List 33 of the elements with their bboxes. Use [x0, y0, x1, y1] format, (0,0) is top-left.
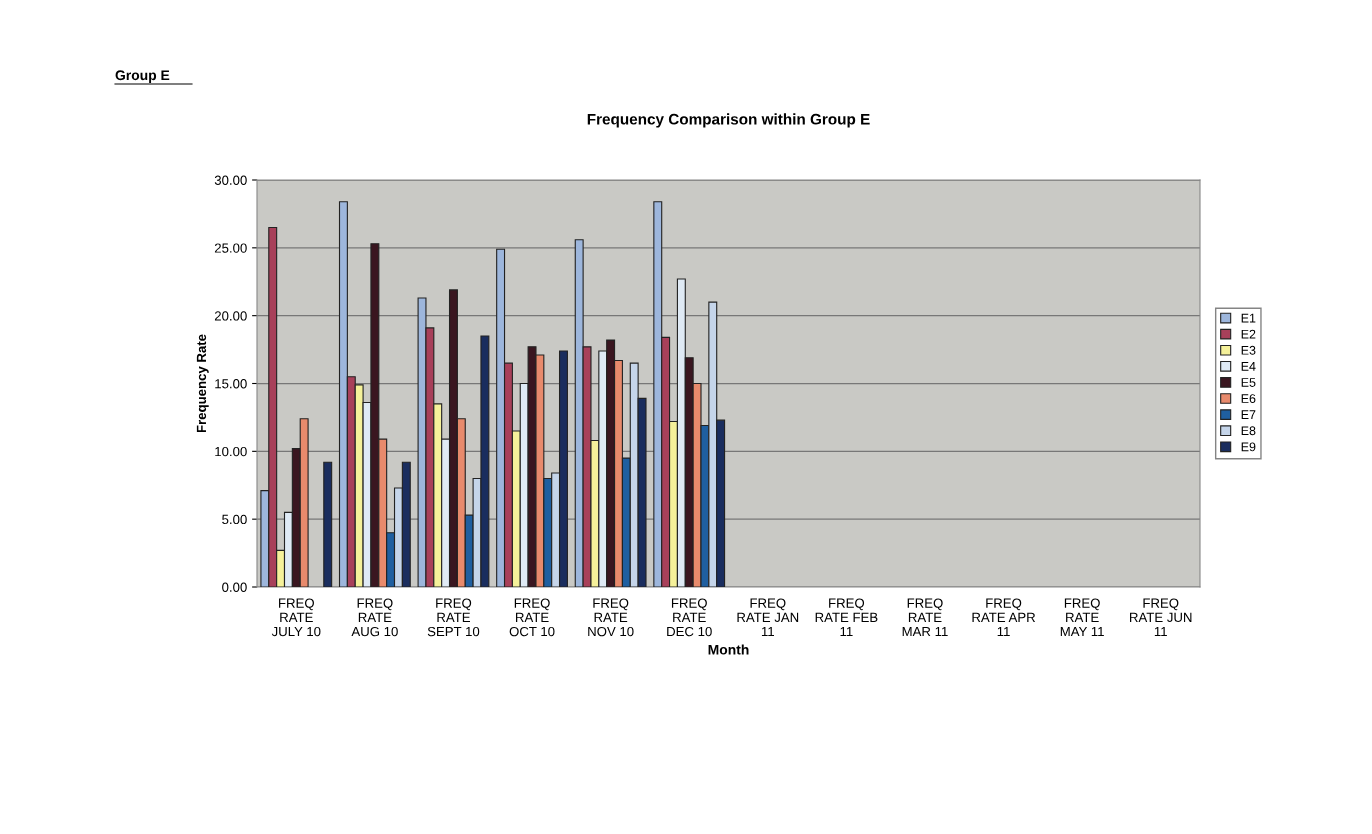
y-axis-title: Frequency Rate — [196, 334, 209, 433]
chart-title: Frequency Comparison within Group E — [587, 113, 870, 128]
legend-label: E5 — [1241, 378, 1256, 387]
x-tick-label: FREQ RATE APR 11 — [972, 598, 1036, 637]
legend-label: E1 — [1241, 313, 1256, 323]
y-tick-label: 30.00 — [214, 175, 247, 185]
text: Group E — [115, 70, 170, 83]
x-tick-label: FREQ RATE JUN 11 — [1130, 598, 1192, 637]
y-tick-label: 20.00 — [214, 311, 247, 321]
y-tick-label: 10.00 — [215, 446, 247, 457]
y-tick-label: 0.00 — [222, 582, 247, 592]
y-tick-label: 25.00 — [214, 243, 247, 253]
x-tick-label: FREQ RATE AUG 10 — [351, 598, 398, 637]
bar — [323, 461, 333, 587]
x-tick-label: FREQ RATE MAY 11 — [1060, 598, 1104, 637]
x-tick-label: FREQ RATE SEPT 10 — [427, 598, 480, 637]
legend-label: E8 — [1241, 426, 1256, 436]
legend-label: E2 — [1241, 329, 1256, 339]
legend-label: E7 — [1241, 410, 1256, 419]
y-tick-label: 5.00 — [222, 514, 247, 525]
legend-label: E3 — [1241, 345, 1256, 355]
legend-label: E9 — [1241, 442, 1256, 452]
legend-label: E6 — [1241, 394, 1256, 403]
x-tick-label: FREQ RATE OCT 10 — [509, 598, 555, 637]
y-tick-label: 15.00 — [215, 379, 247, 389]
x-tick-label: FREQ RATE JAN 11 — [737, 598, 799, 637]
x-tick-label: FREQ RATE JULY 10 — [271, 598, 321, 637]
x-tick-label: FREQ RATE DEC 10 — [667, 598, 712, 637]
x-tick-label: FREQ RATE NOV 10 — [588, 598, 634, 637]
x-tick-label: FREQ RATE FEB 11 — [815, 598, 878, 637]
x-axis-title: Month — [708, 644, 749, 655]
x-tick-label: FREQ RATE MAR 11 — [902, 598, 948, 637]
legend-label: E4 — [1241, 362, 1256, 371]
